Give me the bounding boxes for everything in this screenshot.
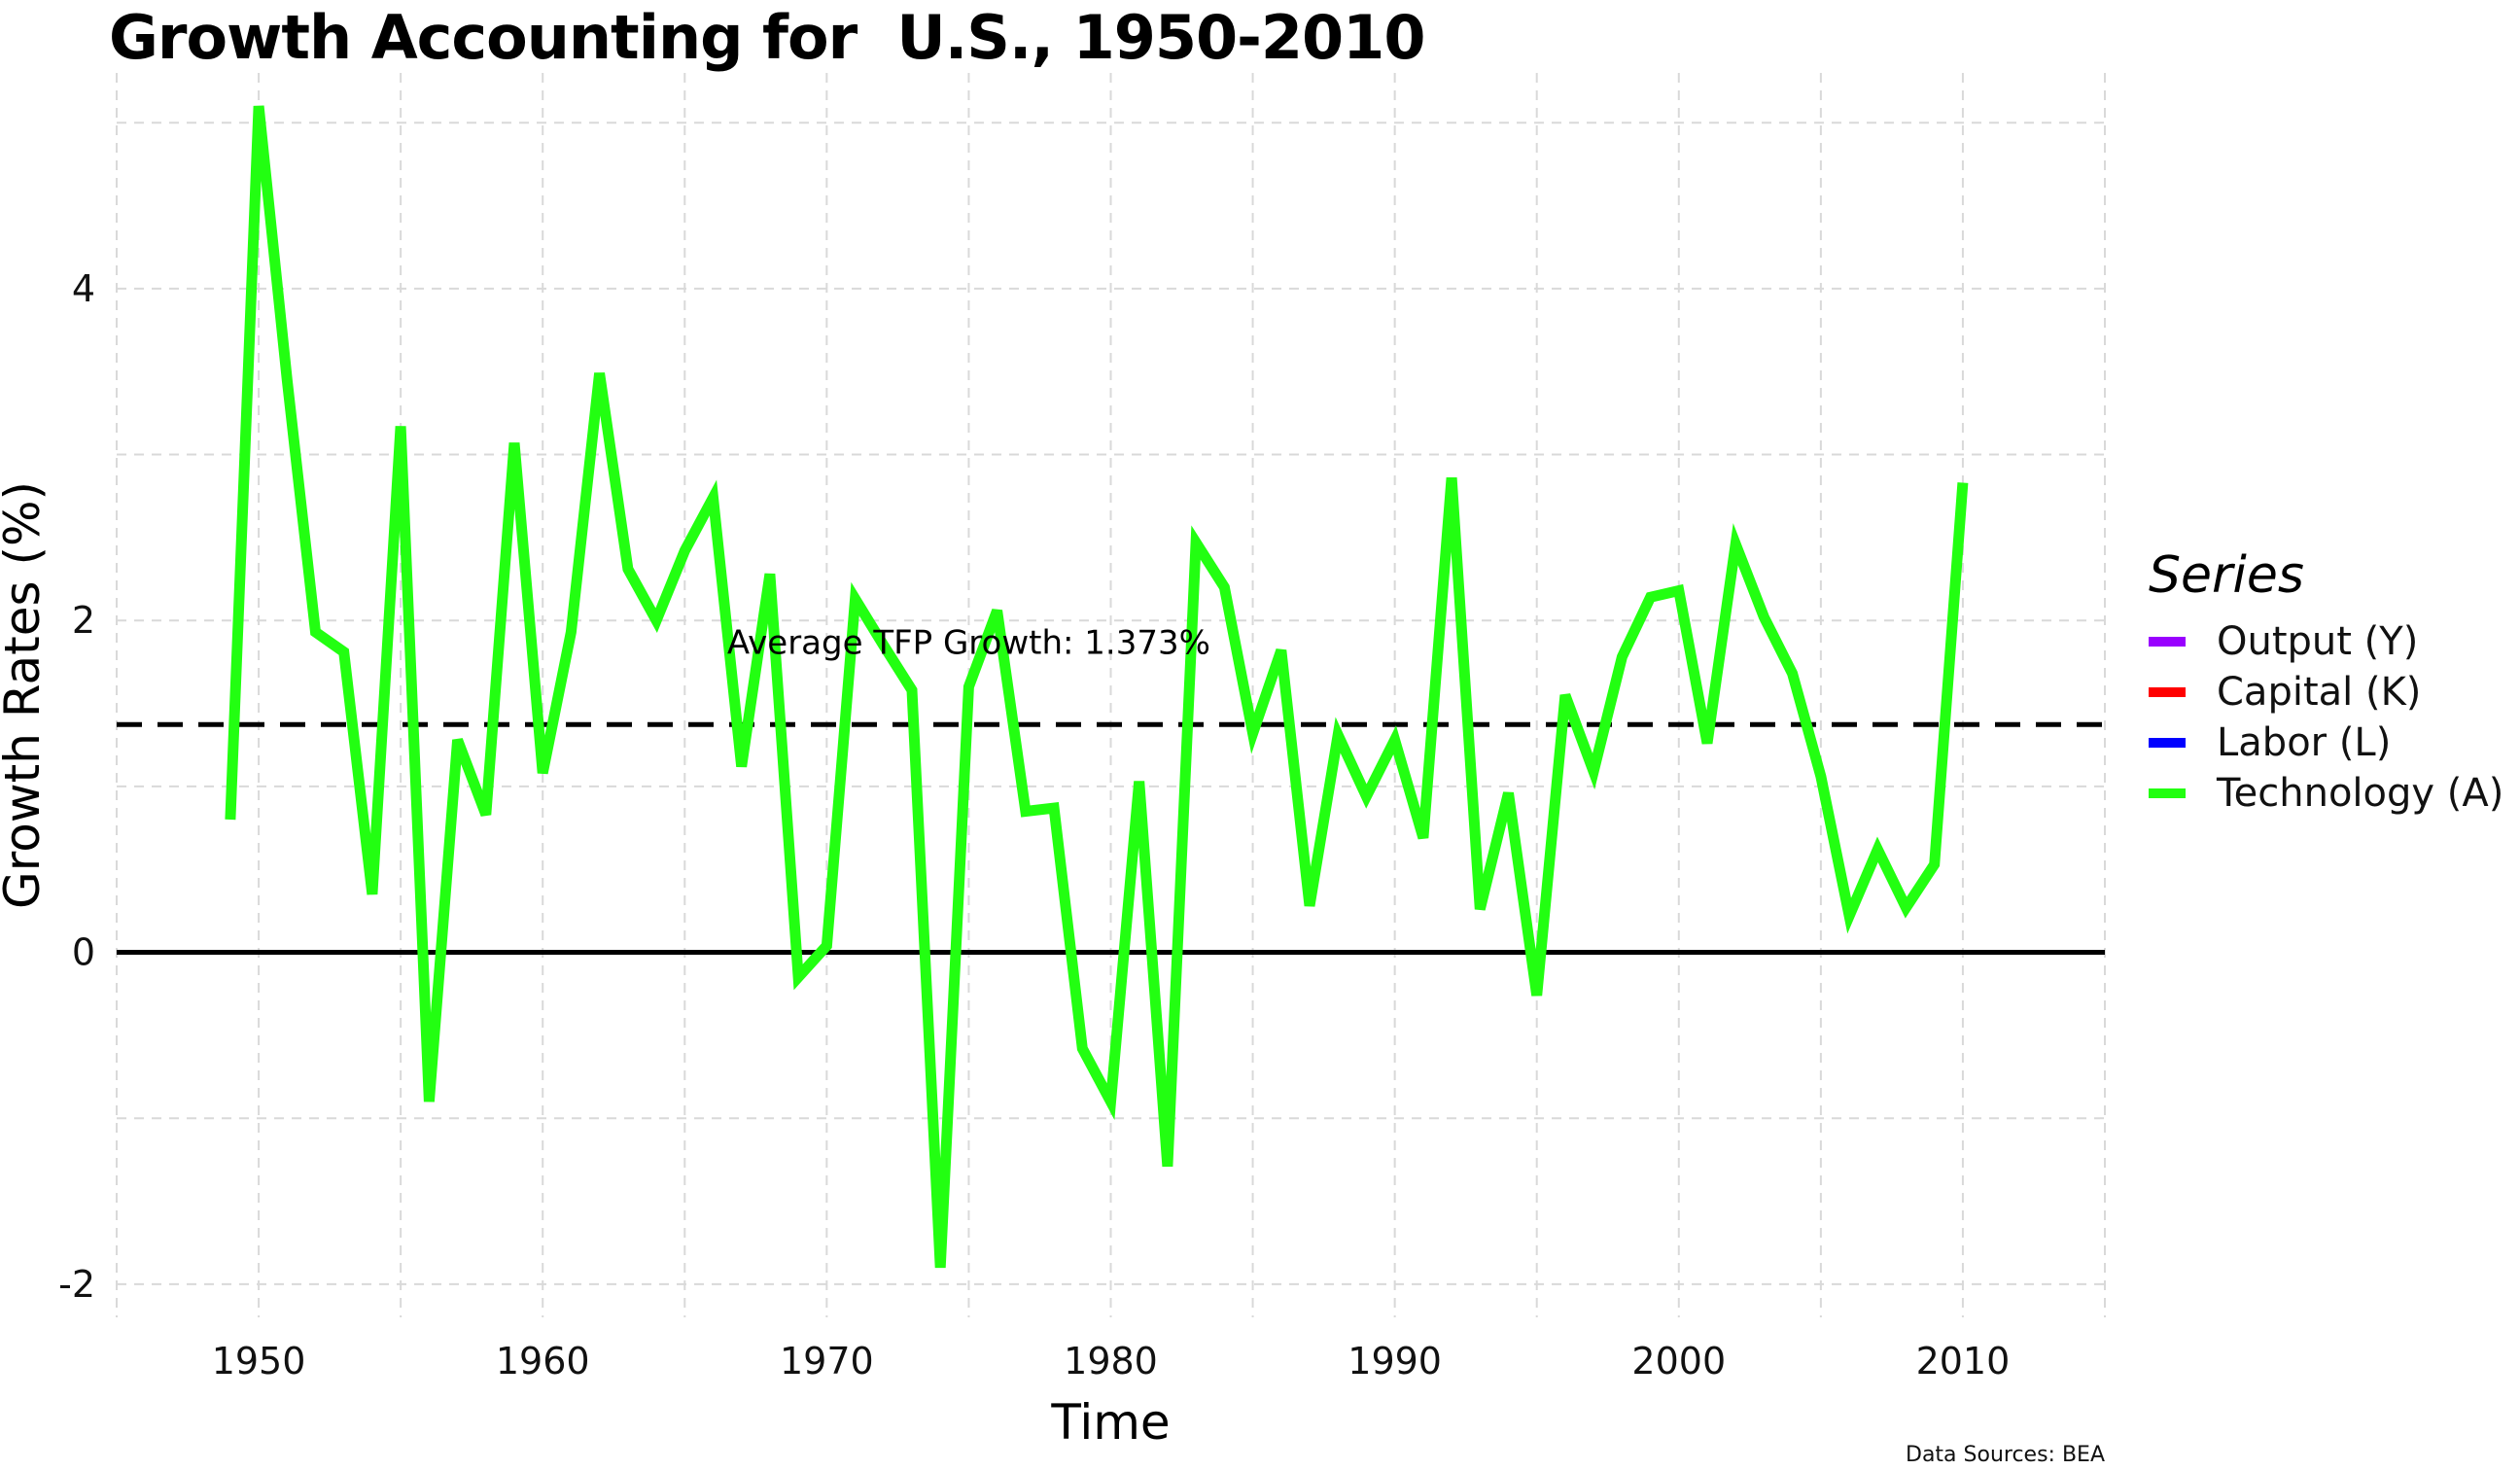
legend-label: Technology (A) (2217, 771, 2504, 816)
legend-label: Output (Y) (2217, 619, 2419, 664)
y-axis-title: Growth Rates (%) (0, 481, 51, 909)
average-annotation: Average TFP Growth: 1.373% (727, 623, 1210, 662)
legend: Series Output (Y) Capital (K) Labor (L) Tec… (2149, 546, 2503, 819)
legend-item: Technology (A) (2149, 768, 2503, 819)
legend-title: Series (2149, 546, 2304, 605)
reference-lines (117, 721, 2105, 956)
legend-items: Output (Y) Capital (K) Labor (L) Technology… (2149, 616, 2503, 819)
y-tick-label: 0 (72, 931, 95, 974)
x-axis-title: Time (1050, 1394, 1170, 1451)
legend-key-swatch (2149, 738, 2186, 748)
y-tick-label: 4 (72, 267, 95, 310)
tick-labels: 1950 1960 1970 1980 1990 2000 2010 -2 0 2 4 (58, 267, 2010, 1382)
legend-label: Labor (L) (2217, 720, 2392, 765)
legend-label: Capital (K) (2217, 670, 2422, 715)
x-tick-label: 2000 (1631, 1340, 1726, 1382)
legend-key-swatch (2149, 637, 2186, 647)
x-tick-label: 1970 (780, 1340, 874, 1382)
legend-item: Capital (K) (2149, 667, 2503, 718)
x-tick-label: 1960 (496, 1340, 590, 1382)
series-line-technology (225, 105, 1969, 1269)
x-tick-label: 1990 (1348, 1340, 1442, 1382)
series-lines (225, 105, 1969, 1269)
legend-key-swatch (2149, 788, 2186, 798)
x-tick-label: 1950 (212, 1340, 306, 1382)
legend-item: Labor (L) (2149, 718, 2503, 768)
chart-caption: Data Sources: BEA (1906, 1443, 2105, 1467)
x-tick-label: 1980 (1064, 1340, 1158, 1382)
legend-item: Output (Y) (2149, 616, 2503, 667)
chart-title: Growth Accounting for U.S., 1950-2010 (109, 2, 1425, 73)
y-tick-label: -2 (58, 1263, 95, 1306)
legend-key-swatch (2149, 687, 2186, 697)
y-tick-label: 2 (72, 599, 95, 642)
x-tick-label: 2010 (1916, 1340, 2011, 1382)
